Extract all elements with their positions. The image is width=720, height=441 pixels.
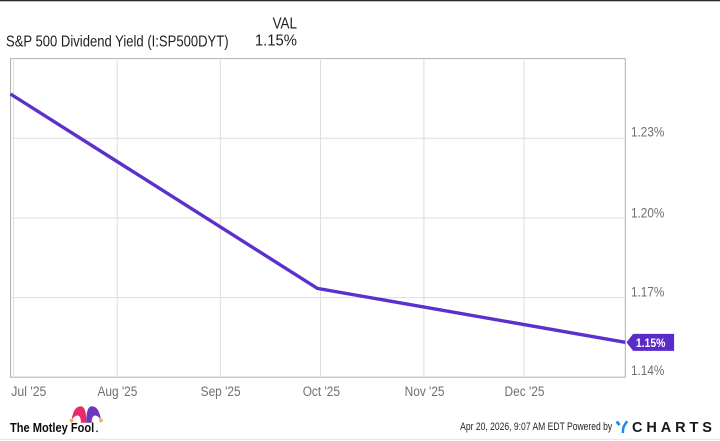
svg-text:Oct '25: Oct '25 bbox=[303, 383, 340, 399]
svg-text:1.20%: 1.20% bbox=[631, 206, 664, 221]
svg-text:Dec '25: Dec '25 bbox=[505, 383, 545, 399]
svg-text:The Motley Fool: The Motley Fool bbox=[10, 421, 94, 436]
svg-text:Apr 20, 2026, 9:07 AM EDT Powe: Apr 20, 2026, 9:07 AM EDT Powered by bbox=[460, 421, 612, 433]
svg-text:Sep '25: Sep '25 bbox=[201, 383, 241, 399]
svg-text:VAL: VAL bbox=[273, 15, 297, 32]
svg-text:CHARTS: CHARTS bbox=[632, 420, 716, 436]
svg-text:Aug '25: Aug '25 bbox=[97, 383, 137, 399]
svg-text:S&P 500 Dividend Yield (I:SP50: S&P 500 Dividend Yield (I:SP500DYT) bbox=[6, 33, 229, 51]
svg-text:Nov '25: Nov '25 bbox=[405, 383, 445, 399]
svg-text:1.15%: 1.15% bbox=[636, 337, 666, 350]
svg-text:1.17%: 1.17% bbox=[631, 285, 664, 300]
svg-text:1.14%: 1.14% bbox=[631, 363, 664, 378]
svg-text:1.23%: 1.23% bbox=[631, 125, 664, 140]
svg-text:Jul '25: Jul '25 bbox=[11, 383, 46, 399]
svg-text:1.15%: 1.15% bbox=[255, 32, 297, 50]
